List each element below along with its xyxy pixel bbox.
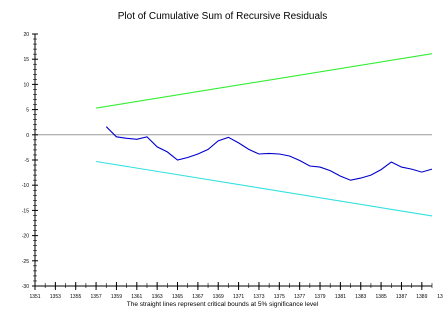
- x-tick-label: 1359: [111, 294, 122, 300]
- x-tick-label: 1351: [29, 294, 40, 300]
- y-tick-label: -15: [22, 208, 29, 214]
- x-tick-label: 1379: [314, 294, 325, 300]
- y-tick-label: 0: [26, 133, 29, 139]
- x-tick-label: 1373: [253, 294, 264, 300]
- x-tick-label: 1353: [50, 294, 61, 300]
- x-tick-label: 1375: [274, 294, 285, 300]
- x-tick-label: 1389: [416, 294, 427, 300]
- lower-bound-line: [96, 160, 433, 217]
- y-tick-label: -5: [25, 158, 30, 164]
- x-tick-label: 1365: [172, 294, 183, 300]
- x-tick-label: 1367: [192, 294, 203, 300]
- y-tick-label: -25: [22, 259, 29, 265]
- y-tick-label: 15: [23, 57, 29, 63]
- x-tick-label: 1355: [70, 294, 81, 300]
- chart-caption: The straight lines represent critical bo…: [126, 301, 319, 308]
- x-tick-label: 1371: [233, 294, 244, 300]
- x-tick-label: 1377: [294, 294, 305, 300]
- y-tick-label: -10: [22, 183, 29, 189]
- x-tick-label: 13: [437, 294, 443, 300]
- x-tick-label: 1369: [213, 294, 224, 300]
- upper-bound-line: [96, 53, 433, 109]
- x-tick-label: 1383: [355, 294, 366, 300]
- chart-title: Plot of Cumulative Sum of Recursive Resi…: [117, 11, 328, 22]
- y-tick-label: 5: [26, 108, 29, 114]
- y-tick-label: 20: [23, 32, 29, 38]
- cusum-line: [105, 126, 433, 181]
- x-tick-label: 1385: [376, 294, 387, 300]
- x-tick-label: 1387: [396, 294, 407, 300]
- x-tick-label: 1361: [131, 294, 142, 300]
- x-tick-label: 1357: [91, 294, 102, 300]
- x-tick-label: 1381: [335, 294, 346, 300]
- x-tick-label: 1363: [152, 294, 163, 300]
- y-tick-label: -30: [22, 284, 29, 290]
- y-tick-label: 10: [23, 82, 29, 88]
- y-tick-label: -20: [22, 234, 29, 240]
